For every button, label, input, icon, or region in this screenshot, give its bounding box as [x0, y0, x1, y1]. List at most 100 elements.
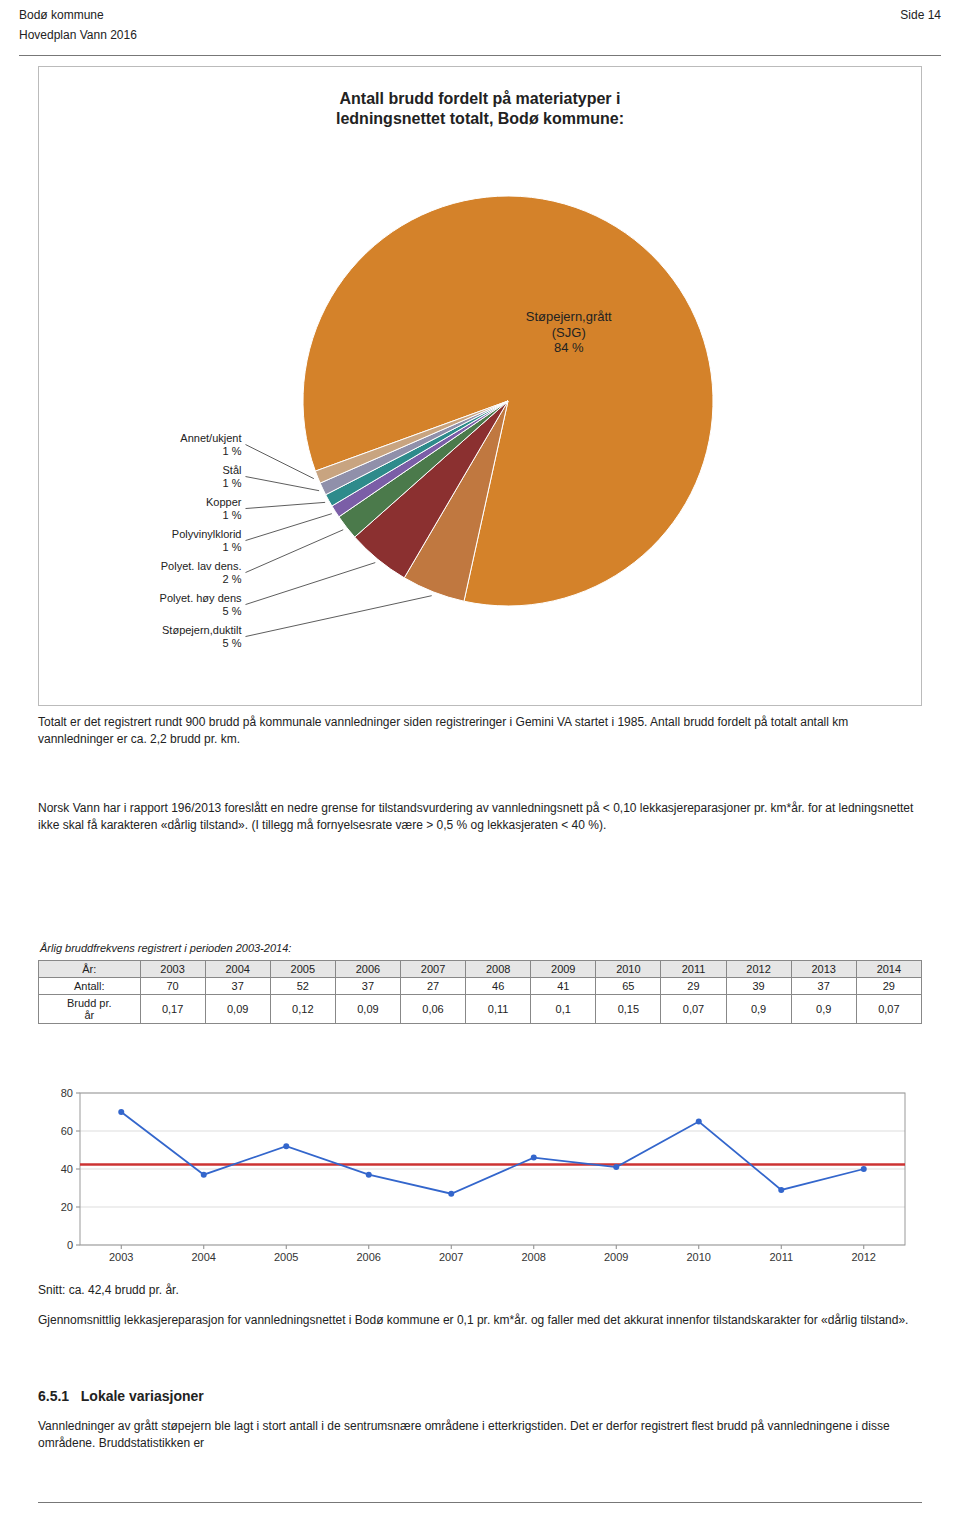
x-tick [781, 1245, 782, 1249]
text-line: Støpejern,grått [526, 308, 612, 323]
table-cell: 0,07 [856, 995, 921, 1024]
pie-slice [320, 401, 508, 495]
table-row: År:2003200420052006200720082009201020112… [39, 961, 922, 978]
x-tick [533, 1245, 534, 1249]
table-row: Antall:703752372746416529393729 [39, 978, 922, 995]
data-point [283, 1143, 289, 1149]
table-cell: 2004 [205, 961, 270, 978]
table-cell: 2013 [791, 961, 856, 978]
table-cell: 2005 [270, 961, 335, 978]
leader-line [246, 514, 332, 541]
table-cell: 2014 [856, 961, 921, 978]
table-cell: 37 [205, 978, 270, 995]
line-chart: 0204060802003200420052006200720082009201… [0, 1085, 960, 1275]
data-point [531, 1155, 537, 1161]
y-tick [76, 1131, 80, 1132]
text-line: Stål [223, 464, 242, 476]
table-cell: 2008 [466, 961, 531, 978]
table-cell: 29 [856, 978, 921, 995]
table-cell: 2007 [400, 961, 465, 978]
table-cell: 65 [596, 978, 661, 995]
data-point [448, 1191, 454, 1197]
pie-label: Kopper [206, 496, 242, 508]
y-tick [76, 1093, 80, 1094]
x-tick-label: 2007 [439, 1251, 463, 1263]
x-tick-label: 2011 [769, 1251, 793, 1263]
pie-label: Stål [223, 464, 242, 476]
table-cell: 70 [140, 978, 205, 995]
paragraph: Totalt er det registrert rundt 900 brudd… [38, 714, 922, 748]
table-cell: 0,9 [791, 995, 856, 1024]
table-cell: 2009 [531, 961, 596, 978]
x-tick [286, 1245, 287, 1249]
x-tick-label: 2003 [109, 1251, 133, 1263]
plot-area [80, 1109, 905, 1197]
paragraph: Snitt: ca. 42,4 brudd pr. år. [38, 1282, 922, 1299]
x-tick-label: 2009 [604, 1251, 628, 1263]
average-line [80, 1163, 905, 1166]
x-tick [121, 1245, 122, 1249]
pie-value-label: 5 % [223, 637, 242, 649]
data-table: År:2003200420052006200720082009201020112… [38, 960, 922, 1024]
table-cell: Antall: [39, 978, 141, 995]
paragraph: Vannledninger av grått støpejern ble lag… [38, 1418, 922, 1452]
table-cell: 52 [270, 978, 335, 995]
table-cell: 37 [335, 978, 400, 995]
grid-line [80, 1131, 905, 1132]
data-point [778, 1187, 784, 1193]
text-line: Polyet. høy dens [160, 592, 242, 604]
leader-line [246, 477, 320, 491]
pie-chart: Antall brudd fordelt på materiatyper ile… [38, 66, 922, 706]
grid-line [80, 1207, 905, 1208]
table-cell: 2003 [140, 961, 205, 978]
y-tick [76, 1245, 80, 1246]
header-text: Bodø kommune [19, 8, 104, 22]
text-line: ledningsnettet totalt, Bodø kommune: [336, 110, 624, 127]
pie-value-label: 5 % [223, 605, 242, 617]
pie-slice [315, 401, 508, 483]
x-tick-label: 2012 [852, 1251, 876, 1263]
x-tick [368, 1245, 369, 1249]
table-title: Årlig bruddfrekvens registrert i periode… [40, 942, 291, 954]
table-cell: 0,15 [596, 995, 661, 1024]
pie-value-label: 1 % [223, 541, 242, 553]
x-tick-label: 2005 [274, 1251, 298, 1263]
table-cell: 0,1 [531, 995, 596, 1024]
table-cell: 2006 [335, 961, 400, 978]
leader-line [246, 563, 376, 605]
table-cell: 0,09 [335, 995, 400, 1024]
table-cell: Brudd pr. år [39, 995, 141, 1024]
table-cell: 2012 [726, 961, 791, 978]
data-point [613, 1164, 619, 1170]
axes: 0204060802003200420052006200720082009201… [61, 1087, 905, 1263]
y-tick [76, 1169, 80, 1170]
pie-value-label: 84 % [554, 340, 584, 355]
leader-line [246, 502, 326, 508]
text-line: Kopper [206, 496, 242, 508]
paragraph: Norsk Vann har i rapport 196/2013 foresl… [38, 800, 922, 834]
pie-slice [326, 401, 508, 506]
table-row: Brudd pr. år0,170,090,120,090,060,110,10… [39, 995, 922, 1024]
y-tick [76, 1207, 80, 1208]
leader-line [246, 530, 344, 573]
pie-label: Støpejern,grått(SJG) [526, 308, 612, 339]
pie-label: Polyet. lav dens. [161, 560, 242, 572]
y-tick-label: 80 [61, 1087, 73, 1099]
page-number: Side 14 [900, 8, 941, 22]
y-tick-label: 60 [61, 1125, 73, 1137]
x-tick [863, 1245, 864, 1249]
x-tick-label: 2006 [357, 1251, 381, 1263]
x-tick-label: 2010 [687, 1251, 711, 1263]
text-line: Polyvinylklorid [172, 528, 242, 540]
table-cell: 0,07 [661, 995, 726, 1024]
footer-rule [38, 1502, 922, 1503]
pie-label: Polyet. høy dens [160, 592, 242, 604]
y-tick-label: 20 [61, 1201, 73, 1213]
text-line: (SJG) [552, 324, 586, 339]
table-cell: År: [39, 961, 141, 978]
table-cell: 0,9 [726, 995, 791, 1024]
table-cell: 0,11 [466, 995, 531, 1024]
table-body: År:2003200420052006200720082009201020112… [39, 961, 922, 1024]
table-cell: 37 [791, 978, 856, 995]
table-cell: 0,09 [205, 995, 270, 1024]
